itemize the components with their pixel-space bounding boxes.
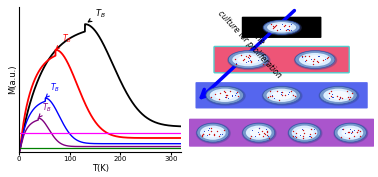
- Ellipse shape: [214, 91, 235, 100]
- Ellipse shape: [197, 123, 229, 142]
- Ellipse shape: [296, 128, 313, 137]
- Text: $T_B$: $T_B$: [39, 101, 52, 117]
- Ellipse shape: [342, 128, 359, 137]
- Ellipse shape: [200, 125, 226, 140]
- Ellipse shape: [295, 51, 335, 68]
- Ellipse shape: [263, 20, 300, 34]
- Ellipse shape: [263, 20, 301, 35]
- Ellipse shape: [242, 123, 276, 143]
- Text: time
culture for proliferation: time culture for proliferation: [217, 2, 291, 80]
- Text: $T_B$: $T_B$: [46, 81, 60, 98]
- FancyBboxPatch shape: [189, 119, 374, 147]
- Ellipse shape: [197, 123, 230, 143]
- Ellipse shape: [267, 22, 296, 33]
- Ellipse shape: [294, 51, 336, 69]
- FancyBboxPatch shape: [242, 17, 321, 38]
- Ellipse shape: [206, 86, 244, 104]
- Ellipse shape: [299, 53, 331, 66]
- Ellipse shape: [243, 123, 275, 142]
- Ellipse shape: [262, 87, 302, 105]
- Ellipse shape: [228, 51, 268, 68]
- Ellipse shape: [328, 91, 349, 100]
- Text: $T_B$: $T_B$: [88, 7, 106, 22]
- Ellipse shape: [263, 86, 301, 104]
- Ellipse shape: [288, 123, 322, 143]
- Ellipse shape: [228, 51, 270, 69]
- Ellipse shape: [288, 123, 321, 142]
- Ellipse shape: [266, 89, 297, 102]
- Ellipse shape: [237, 55, 259, 64]
- Ellipse shape: [304, 55, 326, 64]
- Text: $T_B$: $T_B$: [56, 33, 71, 49]
- Ellipse shape: [334, 123, 366, 142]
- Ellipse shape: [323, 89, 353, 102]
- Y-axis label: M(a.u.): M(a.u.): [9, 65, 17, 94]
- Ellipse shape: [338, 125, 363, 140]
- Ellipse shape: [319, 86, 357, 104]
- Ellipse shape: [272, 24, 291, 31]
- Ellipse shape: [246, 125, 271, 140]
- Ellipse shape: [232, 53, 264, 66]
- Ellipse shape: [334, 123, 368, 143]
- Ellipse shape: [319, 87, 359, 105]
- Ellipse shape: [292, 125, 318, 140]
- Ellipse shape: [250, 128, 268, 137]
- Ellipse shape: [204, 128, 222, 137]
- Ellipse shape: [271, 91, 292, 100]
- FancyBboxPatch shape: [214, 46, 349, 73]
- Ellipse shape: [210, 89, 240, 102]
- FancyBboxPatch shape: [195, 82, 368, 109]
- Ellipse shape: [206, 87, 245, 105]
- X-axis label: T(K): T(K): [92, 164, 108, 173]
